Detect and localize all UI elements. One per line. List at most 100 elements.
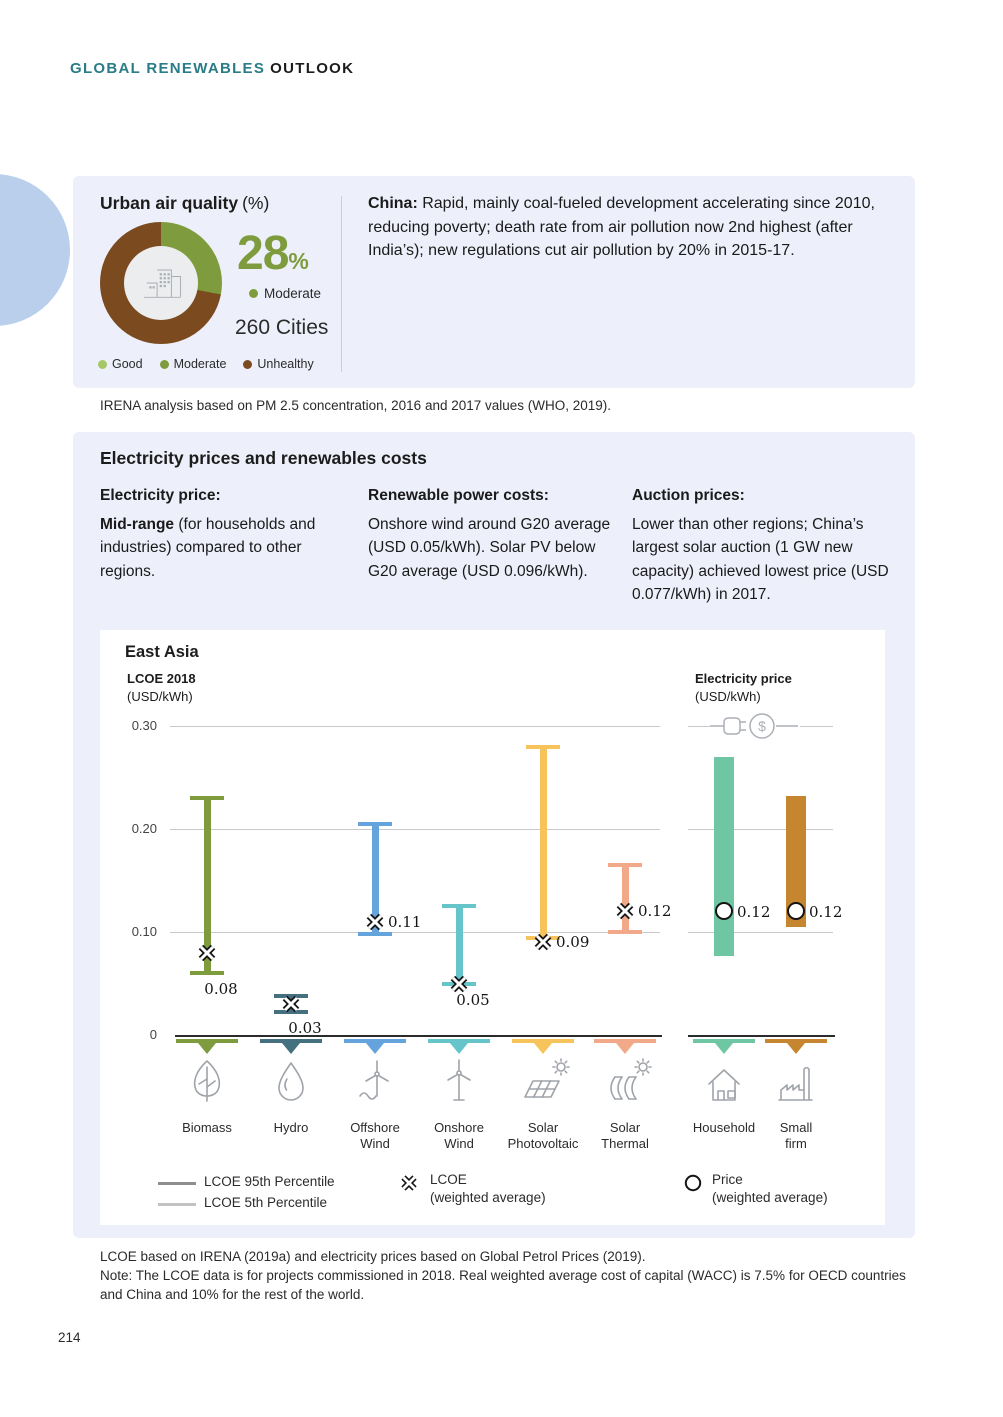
category-label: Solar Thermal [601, 1120, 649, 1151]
svg-text:$: $ [758, 718, 766, 734]
legend-item-good: Good [98, 357, 143, 371]
lcoe-value-label: 0.08 [204, 980, 238, 998]
right-axis-label: Electricity price [695, 671, 792, 686]
air-quality-panel: Urban air quality (%) 28% [73, 176, 915, 388]
water-drop-icon [264, 1054, 318, 1113]
panel-divider [341, 196, 342, 372]
category-label: Onshore Wind [434, 1120, 484, 1151]
onshore-wind-turbine-icon [432, 1054, 486, 1113]
lcoe-value-label: 0.03 [288, 1019, 322, 1037]
column-body: Mid-range (for households and industries… [100, 513, 358, 584]
left-axis-unit: (USD/kWh) [127, 689, 193, 704]
category-marker-line [176, 1039, 238, 1043]
column-text: Onshore wind around G20 average (USD 0.0… [368, 515, 611, 580]
percentile-cap [190, 796, 224, 800]
lcoe-weighted-average-marker [616, 902, 634, 920]
chart-legend: LCOE 95th Percentile LCOE 5th Percentile… [100, 1166, 885, 1224]
page-number: 214 [58, 1330, 81, 1345]
price-weighted-average-marker [715, 902, 733, 920]
category-marker-triangle [450, 1043, 468, 1054]
prices-panel-title: Electricity prices and renewables costs [100, 448, 427, 468]
stat-caption-label: Moderate [264, 286, 322, 301]
category-marker-line [693, 1039, 755, 1043]
left-axis-label: LCOE 2018 [127, 671, 196, 686]
p95-line-swatch [158, 1182, 196, 1185]
column-auction-prices: Auction prices: Lower than other regions… [632, 484, 908, 607]
legend-label: Unhealthy [257, 357, 314, 371]
p5-legend-label: LCOE 5th Percentile [204, 1195, 328, 1210]
unhealthy-dot-icon [243, 359, 253, 369]
footnote: LCOE based on IRENA (2019a) and electric… [100, 1247, 922, 1304]
solar-panel-icon [516, 1054, 570, 1113]
china-text: Rapid, mainly coal-fueled development ac… [368, 195, 875, 259]
lcoe-weighted-average-marker [450, 975, 468, 993]
x-axis-line [688, 1035, 835, 1037]
gridline [170, 932, 660, 933]
legend-label: Good [112, 357, 143, 371]
house-icon [697, 1054, 751, 1113]
percentile-cap [190, 971, 224, 975]
percentile-cap [608, 863, 642, 867]
east-asia-chart: East Asia LCOE 2018 (USD/kWh) Electricit… [100, 630, 885, 1225]
air-quality-title-unit: (%) [242, 193, 270, 213]
factory-icon [769, 1054, 823, 1113]
percentile-cap [358, 822, 392, 826]
china-summary: China: Rapid, mainly coal-fueled develop… [368, 192, 896, 263]
category-marker-triangle [198, 1043, 216, 1054]
category-marker-line [260, 1039, 322, 1043]
gridline [688, 932, 833, 933]
category-marker-triangle [715, 1043, 733, 1054]
footnote-line: Note: The LCOE data is for projects comm… [100, 1268, 906, 1302]
decorative-blue-circle [0, 174, 70, 326]
column-heading: Renewable power costs: [368, 487, 549, 504]
percentile-cap [526, 745, 560, 749]
category-marker-line [765, 1039, 827, 1043]
column-electricity-price: Electricity price: Mid-range (for househ… [100, 484, 358, 583]
category-marker-triangle [616, 1043, 634, 1054]
column-heading: Electricity price: [100, 487, 221, 504]
report-header: GLOBAL RENEWABLES OUTLOOK [70, 60, 354, 77]
gridline [170, 726, 660, 727]
y-tick-label: 0.20 [131, 821, 157, 836]
percentile-cap [608, 930, 642, 934]
air-quality-legend: Good Moderate Unhealthy [98, 357, 314, 371]
lcoe-range-bar [372, 824, 379, 934]
category-label: Offshore Wind [350, 1120, 400, 1151]
category-label: Hydro [273, 1120, 309, 1135]
right-axis-unit: (USD/kWh) [695, 689, 761, 704]
price-marker-sublabel: (weighted average) [712, 1190, 828, 1205]
column-text: Lower than other regions; China’s larges… [632, 515, 889, 604]
y-tick-label: 0 [149, 1027, 157, 1042]
price-range-bar [714, 757, 734, 956]
category-marker-triangle [282, 1043, 300, 1054]
plug-and-dollar-icon: $ [710, 710, 800, 742]
price-weighted-average-marker [787, 902, 805, 920]
leaf-icon [180, 1054, 234, 1113]
category-label: Small firm [779, 1120, 813, 1151]
price-range-bar [786, 796, 806, 927]
lcoe-range-bar [204, 798, 211, 973]
lcoe-range-bar [622, 865, 629, 932]
category-marker-triangle [534, 1043, 552, 1054]
lcoe-weighted-average-marker [198, 944, 216, 962]
electricity-prices-panel: Electricity prices and renewables costs … [73, 432, 915, 1238]
column-body: Lower than other regions; China’s larges… [632, 513, 908, 607]
lcoe-value-label: 0.12 [638, 902, 672, 920]
category-marker-triangle [366, 1043, 384, 1054]
moderate-dot-icon [159, 359, 169, 369]
category-marker-line [428, 1039, 490, 1043]
price-marker-label: Price [712, 1172, 743, 1187]
lcoe-weighted-average-marker [282, 995, 300, 1013]
column-lead: Mid-range [100, 515, 175, 533]
air-quality-title: Urban air quality (%) [100, 193, 269, 214]
category-label: Household [692, 1120, 756, 1135]
moderate-dot-icon [249, 289, 258, 298]
lcoe-value-label: 0.11 [388, 913, 422, 931]
y-tick-label: 0.30 [131, 718, 157, 733]
cities-count: 260 Cities [235, 316, 329, 339]
price-value-label: 0.12 [737, 903, 771, 921]
legend-label: Moderate [173, 357, 227, 371]
column-heading: Auction prices: [632, 487, 745, 504]
gridline [170, 829, 660, 830]
p5-line-swatch [158, 1203, 196, 1206]
